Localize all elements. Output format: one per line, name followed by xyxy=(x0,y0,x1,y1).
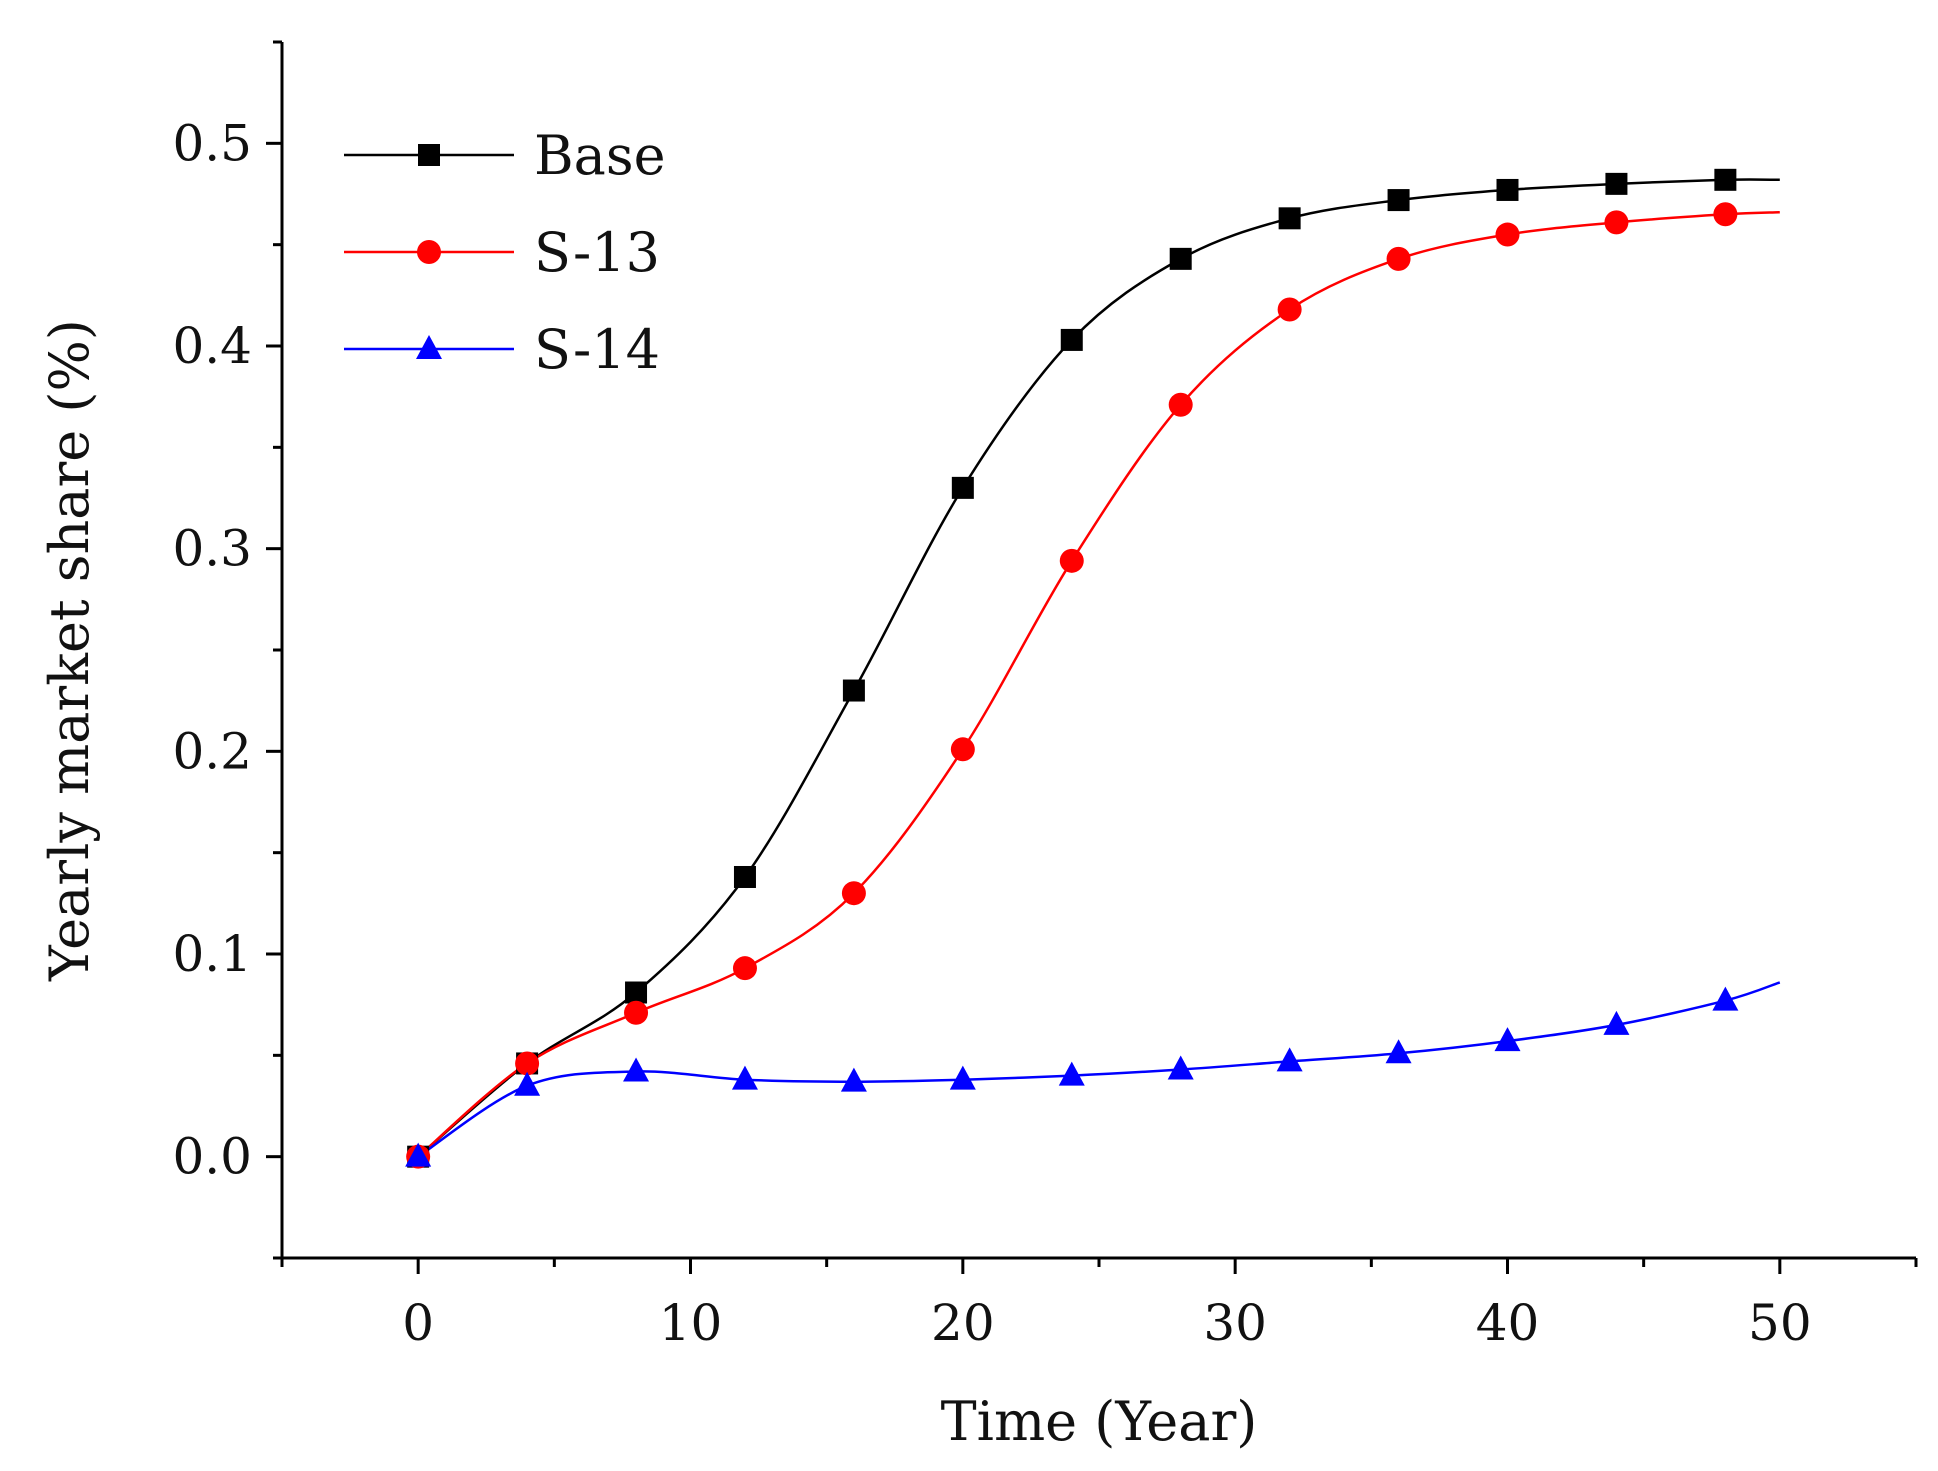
legend-label-s-13: S-13 xyxy=(534,221,660,284)
data-point-s-14 xyxy=(1276,1047,1303,1072)
data-point-base xyxy=(625,981,648,1004)
x-tick-label: 10 xyxy=(659,1294,723,1352)
y-tick-label: 0.4 xyxy=(172,317,252,375)
data-point-base xyxy=(1496,178,1519,201)
series-line-s-13 xyxy=(417,210,1780,1158)
data-point-s-14 xyxy=(949,1065,976,1090)
series-markers xyxy=(405,168,1739,1169)
series-line-base xyxy=(417,178,1780,1158)
data-point-base xyxy=(1060,328,1083,351)
legend-marker-s-14 xyxy=(416,335,442,359)
data-point-base xyxy=(951,476,974,499)
data-point-base xyxy=(1714,168,1737,191)
data-point-s-13 xyxy=(1277,297,1302,322)
data-point-base xyxy=(733,865,756,888)
legend-label-s-14: S-14 xyxy=(534,318,660,381)
data-point-s-14 xyxy=(1167,1055,1194,1080)
data-point-s-13 xyxy=(515,1051,540,1076)
data-point-s-13 xyxy=(624,1000,649,1025)
data-point-s-13 xyxy=(1168,392,1193,417)
x-tick-label: 0 xyxy=(402,1294,434,1352)
data-point-base xyxy=(842,679,865,702)
data-point-s-13 xyxy=(841,881,866,906)
legend: Base S-13 S-14 xyxy=(344,124,666,381)
legend-marker-s-13 xyxy=(417,240,441,264)
data-point-s-14 xyxy=(731,1065,758,1090)
y-tick-label: 0.5 xyxy=(172,114,252,172)
data-point-base xyxy=(1169,247,1192,270)
x-axis-title: Time (Year) xyxy=(941,1390,1258,1453)
x-tick-label: 30 xyxy=(1203,1294,1267,1352)
data-point-base xyxy=(1387,189,1410,212)
data-point-s-14 xyxy=(1385,1039,1412,1064)
y-axis-title: Yearly market share (%) xyxy=(38,319,101,982)
data-point-s-14 xyxy=(405,1142,432,1167)
y-axis-ticks: 0.0 0.1 0.2 0.3 0.4 0.5 xyxy=(172,40,282,1260)
x-tick-label: 20 xyxy=(931,1294,995,1352)
y-tick-label: 0.0 xyxy=(172,1128,252,1186)
data-point-s-13 xyxy=(950,737,975,762)
data-point-s-14 xyxy=(514,1071,541,1096)
data-point-s-14 xyxy=(1603,1010,1630,1035)
data-point-s-13 xyxy=(1059,548,1084,573)
data-point-s-13 xyxy=(732,956,757,981)
data-point-base xyxy=(1278,207,1301,230)
data-point-s-14 xyxy=(1712,986,1739,1011)
data-point-s-13 xyxy=(1713,202,1738,227)
data-point-s-14 xyxy=(1494,1027,1521,1052)
data-point-s-14 xyxy=(623,1057,650,1082)
y-tick-label: 0.2 xyxy=(172,722,252,780)
data-point-s-14 xyxy=(840,1067,867,1092)
data-point-s-14 xyxy=(1058,1061,1085,1086)
x-axis-ticks: 0 10 20 30 40 50 xyxy=(280,1258,1918,1352)
data-point-base xyxy=(1605,172,1628,195)
legend-label-base: Base xyxy=(534,124,666,187)
data-point-s-13 xyxy=(1386,246,1411,271)
y-tick-label: 0.3 xyxy=(172,520,252,578)
x-tick-label: 50 xyxy=(1748,1294,1812,1352)
x-tick-label: 40 xyxy=(1476,1294,1540,1352)
data-point-s-13 xyxy=(1495,222,1520,247)
legend-marker-base xyxy=(418,144,440,166)
y-tick-label: 0.1 xyxy=(172,925,252,983)
data-point-s-13 xyxy=(1604,210,1629,235)
